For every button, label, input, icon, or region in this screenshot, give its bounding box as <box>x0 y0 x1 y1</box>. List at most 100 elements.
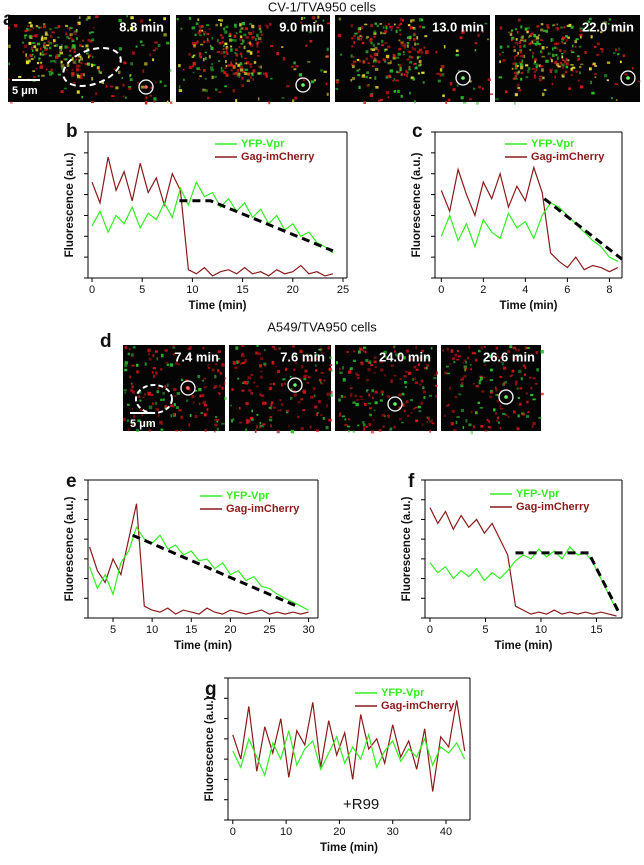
speckle <box>561 63 565 67</box>
speckle <box>536 25 540 28</box>
speckle <box>159 420 163 425</box>
speckle <box>140 19 144 23</box>
speckle <box>351 63 355 67</box>
speckle <box>404 356 406 360</box>
speckle <box>52 41 55 44</box>
x-tick-label: 5 <box>482 624 488 636</box>
speckle <box>250 76 252 79</box>
speckle <box>193 54 196 57</box>
speckle <box>531 32 534 35</box>
speckle <box>570 25 575 28</box>
x-tick-label: 15 <box>236 284 248 296</box>
speckle <box>440 64 445 69</box>
speckle <box>400 358 404 362</box>
speckle <box>399 69 402 72</box>
speckle <box>439 68 443 72</box>
speckle <box>260 65 262 69</box>
speckle <box>55 53 59 57</box>
speckle <box>479 407 484 409</box>
speckle <box>574 45 577 48</box>
speckle <box>37 42 41 46</box>
speckle <box>208 55 211 59</box>
speckle <box>462 102 467 104</box>
speckle <box>539 65 544 67</box>
speckle <box>40 64 44 67</box>
speckle <box>88 54 92 57</box>
speckle <box>310 80 315 84</box>
panel-label: d <box>100 331 112 352</box>
x-tick-label: 20 <box>224 624 236 636</box>
speckle <box>270 45 274 48</box>
speckle <box>418 410 422 413</box>
speckle <box>218 91 222 94</box>
speckle <box>261 394 265 397</box>
speckle <box>530 33 533 37</box>
speckle <box>435 394 437 398</box>
speckle <box>356 398 359 402</box>
speckle <box>43 52 47 55</box>
speckle <box>416 56 419 60</box>
speckle <box>351 37 354 40</box>
speckle <box>525 64 529 67</box>
speckle <box>61 67 65 70</box>
speckle <box>555 27 558 30</box>
speckle <box>386 75 390 78</box>
speckle <box>561 74 565 78</box>
speckle <box>338 413 341 417</box>
speckle <box>88 64 90 67</box>
speckle <box>92 55 94 59</box>
speckle <box>399 33 402 36</box>
speckle <box>552 24 555 27</box>
particle <box>626 76 630 80</box>
micrograph <box>123 345 225 431</box>
speckle <box>236 68 240 72</box>
speckle <box>227 64 230 67</box>
speckle <box>79 61 83 65</box>
speckle <box>527 70 530 74</box>
speckle <box>489 354 491 358</box>
particle <box>144 85 148 89</box>
speckle <box>235 346 239 350</box>
speckle <box>367 62 370 64</box>
speckle <box>330 390 333 394</box>
speckle <box>312 16 316 20</box>
speckle <box>59 50 61 53</box>
speckle <box>441 72 445 77</box>
speckle <box>408 69 412 71</box>
speckle <box>156 390 159 394</box>
x-axis-label: Time (min) <box>320 842 378 854</box>
speckle <box>34 55 36 59</box>
speckle <box>293 61 296 65</box>
speckle <box>594 65 598 67</box>
speckle <box>276 430 280 434</box>
speckle <box>217 350 222 354</box>
speckle <box>375 59 379 63</box>
trace <box>89 503 309 615</box>
speckle <box>285 367 287 371</box>
speckle <box>230 38 234 42</box>
speckle <box>365 57 369 61</box>
speckle <box>399 66 402 70</box>
speckle <box>246 79 251 83</box>
speckle <box>27 59 31 63</box>
speckle <box>326 47 329 52</box>
speckle <box>258 424 262 429</box>
speckle <box>196 67 200 71</box>
speckle <box>148 349 152 352</box>
timestamp: 9.0 min <box>279 19 324 34</box>
speckle <box>368 39 372 43</box>
speckle <box>532 377 536 380</box>
speckle <box>213 75 217 79</box>
speckle <box>439 73 443 77</box>
speckle <box>246 50 250 53</box>
particle <box>301 83 305 87</box>
speckle <box>256 413 259 416</box>
speckle <box>552 53 555 58</box>
speckle <box>401 392 405 396</box>
speckle <box>488 420 491 424</box>
speckle <box>307 375 311 379</box>
speckle <box>521 59 524 63</box>
speckle <box>277 369 281 374</box>
speckle <box>183 78 185 81</box>
speckle <box>637 80 641 83</box>
